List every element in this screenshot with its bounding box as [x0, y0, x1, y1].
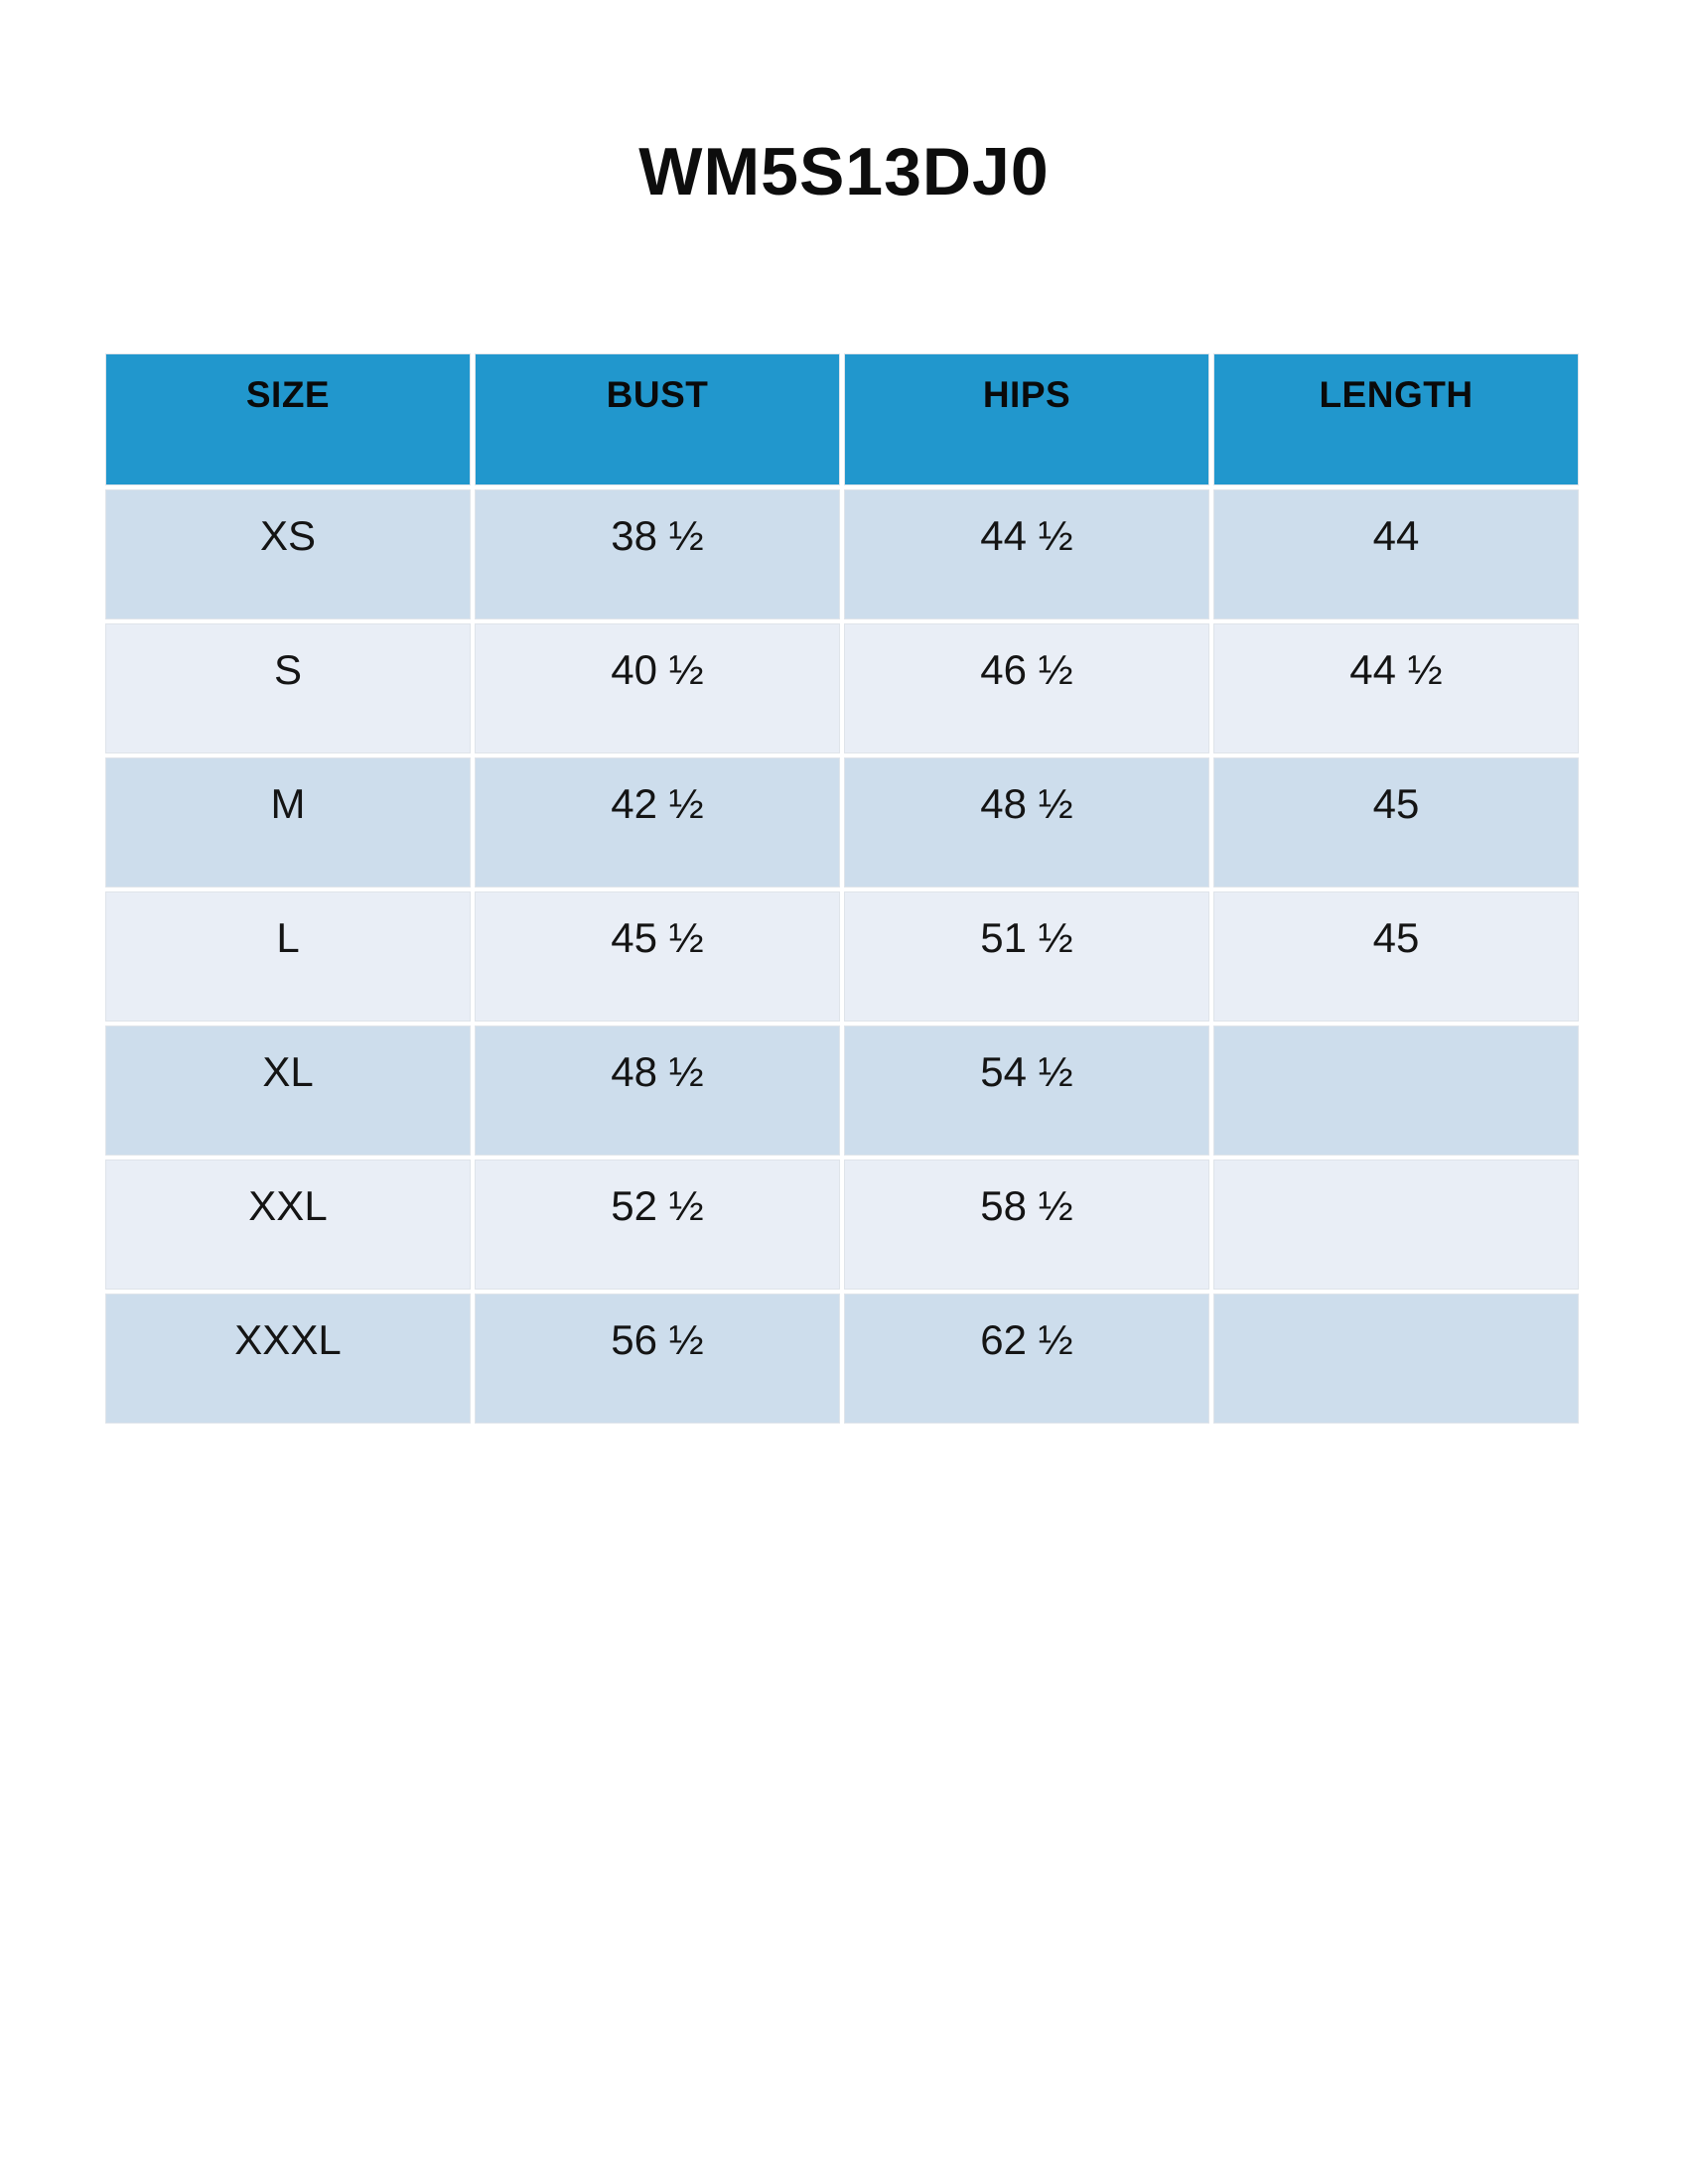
column-header-hips: HIPS [845, 354, 1208, 484]
hips-value: 62 ½ [845, 1295, 1208, 1423]
table-header-row: SIZE BUST HIPS LENGTH [106, 354, 1578, 484]
hips-value: 51 ½ [845, 892, 1208, 1021]
bust-value: 52 ½ [476, 1160, 839, 1289]
size-label: M [106, 758, 470, 887]
size-label: L [106, 892, 470, 1021]
table-row-xxxl: XXXL 56 ½ 62 ½ [106, 1295, 1578, 1423]
size-label: XS [106, 490, 470, 618]
length-value: 45 [1214, 758, 1578, 887]
bust-value: 40 ½ [476, 624, 839, 752]
table-row-m: M 42 ½ 48 ½ 45 [106, 758, 1578, 887]
length-value [1214, 1160, 1578, 1289]
column-header-bust: BUST [476, 354, 839, 484]
table-row-xl: XL 48 ½ 54 ½ [106, 1026, 1578, 1155]
size-label: XXL [106, 1160, 470, 1289]
length-value [1214, 1295, 1578, 1423]
size-label: S [106, 624, 470, 752]
hips-value: 44 ½ [845, 490, 1208, 618]
hips-value: 54 ½ [845, 1026, 1208, 1155]
size-chart-table: SIZE BUST HIPS LENGTH XS 38 ½ 44 ½ 44 S … [100, 348, 1584, 1429]
bust-value: 48 ½ [476, 1026, 839, 1155]
bust-value: 38 ½ [476, 490, 839, 618]
table-row-xxl: XXL 52 ½ 58 ½ [106, 1160, 1578, 1289]
column-header-length: LENGTH [1214, 354, 1578, 484]
bust-value: 45 ½ [476, 892, 839, 1021]
hips-value: 48 ½ [845, 758, 1208, 887]
size-label: XXXL [106, 1295, 470, 1423]
bust-value: 56 ½ [476, 1295, 839, 1423]
page-title: WM5S13DJ0 [638, 134, 1050, 209]
length-value: 45 [1214, 892, 1578, 1021]
table-row-s: S 40 ½ 46 ½ 44 ½ [106, 624, 1578, 752]
length-value [1214, 1026, 1578, 1155]
table-row-l: L 45 ½ 51 ½ 45 [106, 892, 1578, 1021]
bust-value: 42 ½ [476, 758, 839, 887]
table-row-xs: XS 38 ½ 44 ½ 44 [106, 490, 1578, 618]
length-value: 44 [1214, 490, 1578, 618]
hips-value: 58 ½ [845, 1160, 1208, 1289]
size-label: XL [106, 1026, 470, 1155]
length-value: 44 ½ [1214, 624, 1578, 752]
hips-value: 46 ½ [845, 624, 1208, 752]
column-header-size: SIZE [106, 354, 470, 484]
